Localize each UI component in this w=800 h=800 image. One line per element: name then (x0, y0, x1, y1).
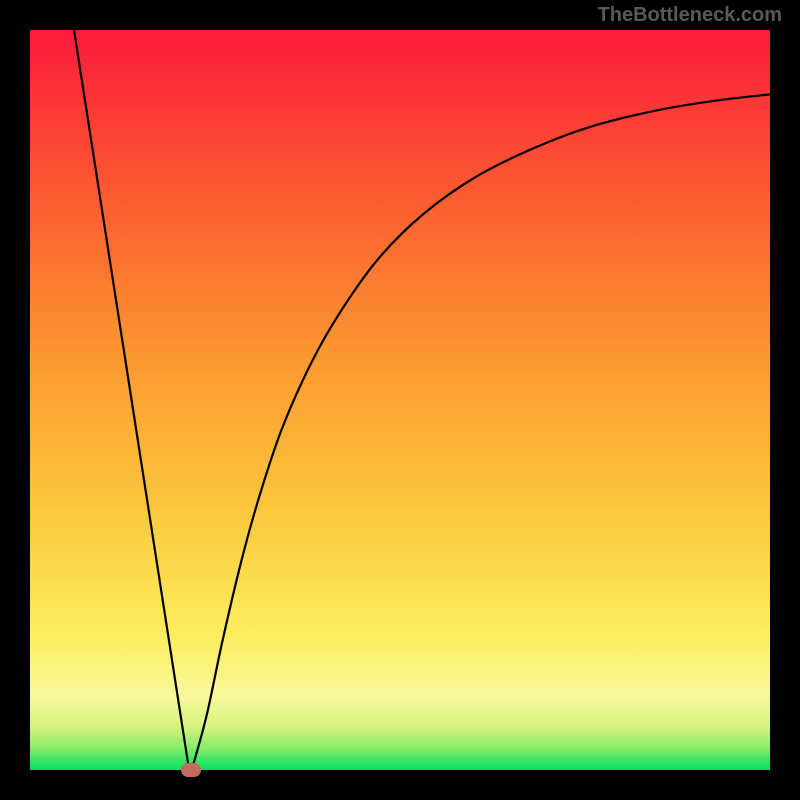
optimal-point-marker (181, 763, 201, 777)
bottleneck-curve (30, 30, 770, 770)
curve-right-segment (193, 94, 770, 766)
curve-left-segment (74, 30, 189, 770)
plot-area (30, 30, 770, 770)
watermark-text: TheBottleneck.com (598, 4, 782, 27)
